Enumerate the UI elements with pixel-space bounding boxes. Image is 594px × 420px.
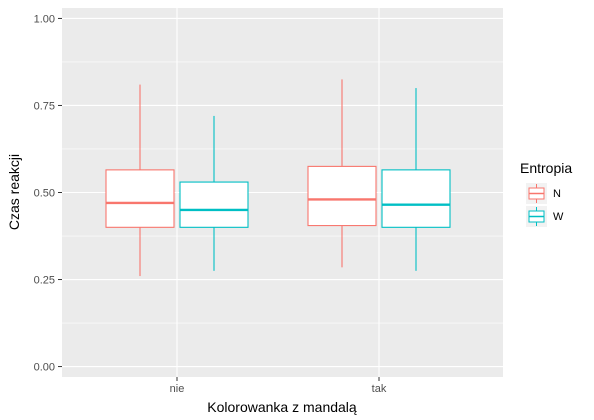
y-axis: 0.00 0.25 0.50 0.75 1.00 xyxy=(34,13,62,374)
y-tick-label: 0.00 xyxy=(34,362,55,374)
x-tick-label: tak xyxy=(372,383,387,395)
y-tick-label: 1.00 xyxy=(34,13,55,25)
y-axis-title: Czas reakcji xyxy=(6,154,22,230)
box-N-tak xyxy=(307,79,377,268)
x-axis-title: Kolorowanka z mandalą xyxy=(207,399,357,415)
legend-title: Entropia xyxy=(520,160,572,176)
legend: Entropia NW xyxy=(520,160,572,227)
legend-item-N: N xyxy=(526,183,561,204)
boxes xyxy=(105,79,451,277)
box-body xyxy=(105,169,175,228)
y-tick-label: 0.50 xyxy=(34,188,55,200)
y-tick-label: 0.25 xyxy=(34,275,55,287)
x-axis: nie tak xyxy=(170,377,387,395)
y-tick-label: 0.75 xyxy=(34,100,55,112)
box-N-nie xyxy=(105,84,175,277)
box-body xyxy=(307,165,377,227)
box-body xyxy=(381,169,451,228)
box-W-tak xyxy=(381,88,451,271)
x-tick-label: nie xyxy=(170,383,185,395)
legend-item-W: W xyxy=(526,206,564,227)
box-W-nie xyxy=(179,115,249,271)
legend-label: W xyxy=(553,211,564,223)
legend-label: N xyxy=(553,188,561,200)
box-body xyxy=(179,181,249,228)
